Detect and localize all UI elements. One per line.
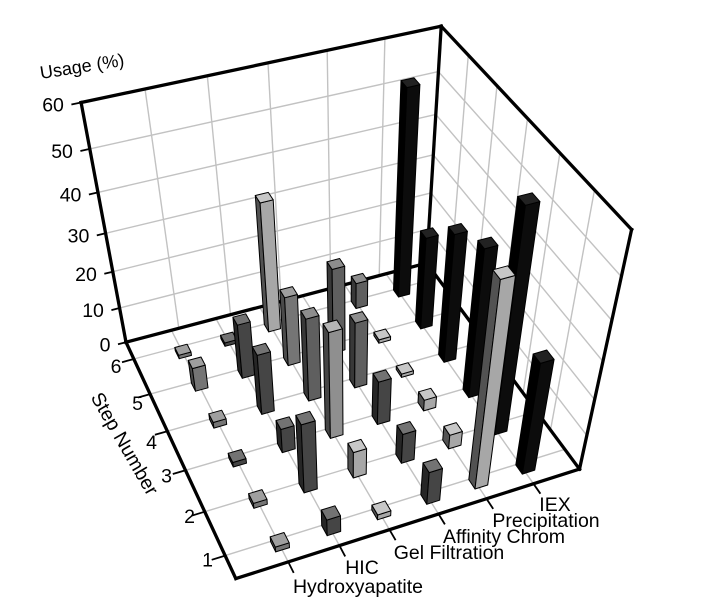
svg-text:3: 3 <box>161 466 172 488</box>
svg-text:0: 0 <box>100 334 111 356</box>
svg-text:Precipitation: Precipitation <box>492 510 599 532</box>
svg-text:1: 1 <box>202 550 213 572</box>
svg-text:Gel Filtration: Gel Filtration <box>394 542 505 564</box>
svg-text:Hydroxyapatite: Hydroxyapatite <box>293 576 423 598</box>
svg-text:20: 20 <box>75 264 97 286</box>
svg-text:IEX: IEX <box>539 494 570 516</box>
svg-text:Affinity Chrom: Affinity Chrom <box>443 526 565 548</box>
svg-text:2: 2 <box>184 506 195 528</box>
svg-text:10: 10 <box>82 300 104 322</box>
svg-text:40: 40 <box>60 185 82 207</box>
svg-text:50: 50 <box>51 141 73 163</box>
svg-text:4: 4 <box>146 432 157 454</box>
svg-text:5: 5 <box>132 393 143 415</box>
svg-text:30: 30 <box>68 225 90 247</box>
svg-text:6: 6 <box>111 356 122 378</box>
svg-text:HIC: HIC <box>345 557 379 579</box>
svg-text:60: 60 <box>42 95 64 117</box>
